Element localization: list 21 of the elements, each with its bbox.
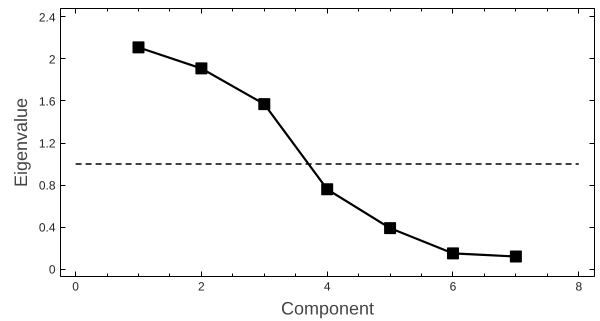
x-axis-title: Component xyxy=(280,298,374,318)
y-tick-label: 0.4 xyxy=(38,220,56,235)
y-tick-label: 1.2 xyxy=(38,136,56,151)
y-tick-label: 2.4 xyxy=(38,10,56,24)
x-tick-label: 8 xyxy=(575,280,582,294)
point xyxy=(258,98,270,110)
y-tick-label: 0 xyxy=(48,262,56,277)
point xyxy=(446,247,459,260)
point xyxy=(510,250,522,263)
x-tick-label: 4 xyxy=(324,280,331,294)
y-axis-title: Eigenvalue xyxy=(10,98,31,188)
point xyxy=(321,183,334,196)
point xyxy=(132,41,144,54)
y-tick-label: 0.8 xyxy=(38,178,56,193)
x-tick-label: 2 xyxy=(198,280,206,294)
x-tick-label: 6 xyxy=(450,280,457,294)
point xyxy=(195,62,208,74)
point xyxy=(384,222,396,234)
x-tick-label: 0 xyxy=(72,280,80,294)
y-tick-label: 1.6 xyxy=(38,94,56,108)
y-tick-label: 2 xyxy=(48,52,56,66)
